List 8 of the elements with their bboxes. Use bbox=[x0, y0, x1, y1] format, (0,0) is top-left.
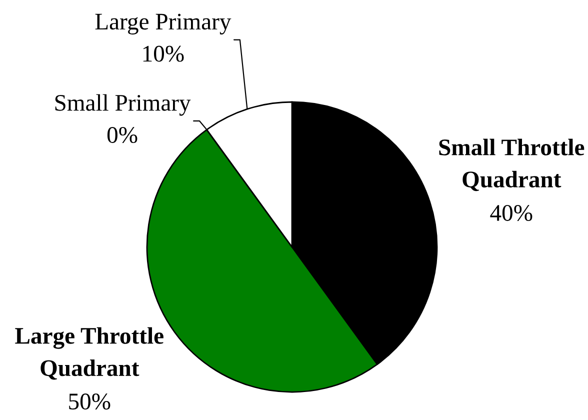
text: 0% bbox=[107, 127, 138, 144]
data-label: 50% bbox=[69, 394, 110, 410]
category-label: Small Primary bbox=[55, 94, 191, 116]
data-label: 10% bbox=[143, 46, 184, 62]
slice-label: Small Throttle Quadrant bbox=[439, 138, 584, 192]
slice-label: Large Throttle Quadrant bbox=[15, 327, 164, 380]
data-label: 40% bbox=[490, 205, 532, 222]
slice-label: Large Primary bbox=[95, 14, 232, 34]
